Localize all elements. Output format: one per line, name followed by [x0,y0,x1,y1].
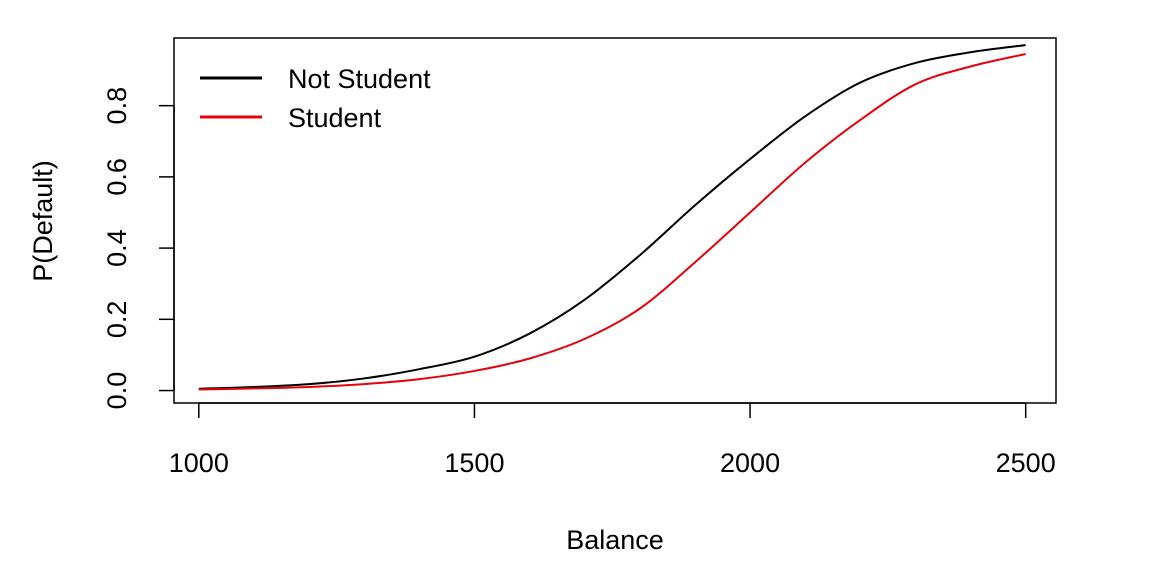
legend: Not Student Student [200,64,431,133]
y-tick-label: 0.6 [102,158,132,196]
y-tick-label: 0.2 [102,301,132,339]
x-axis: 1000 1500 2000 2500 [169,402,1056,478]
x-tick-label: 2000 [720,448,780,478]
x-tick-label: 2500 [996,448,1056,478]
y-axis: 0.0 0.2 0.4 0.6 0.8 [102,87,175,410]
y-tick-label: 0.4 [102,229,132,267]
y-tick-label: 0.8 [102,87,132,125]
y-axis-title: P(Default) [28,160,58,282]
x-tick-label: 1500 [444,448,504,478]
legend-label-student: Student [288,103,382,133]
y-tick-label: 0.0 [102,372,132,410]
series-line-not-student [198,44,1026,390]
x-tick-label: 1000 [169,448,229,478]
x-axis-title: Balance [566,525,664,555]
series-line-student [198,53,1026,391]
series-layer [198,44,1026,391]
legend-label-not-student: Not Student [288,64,431,94]
